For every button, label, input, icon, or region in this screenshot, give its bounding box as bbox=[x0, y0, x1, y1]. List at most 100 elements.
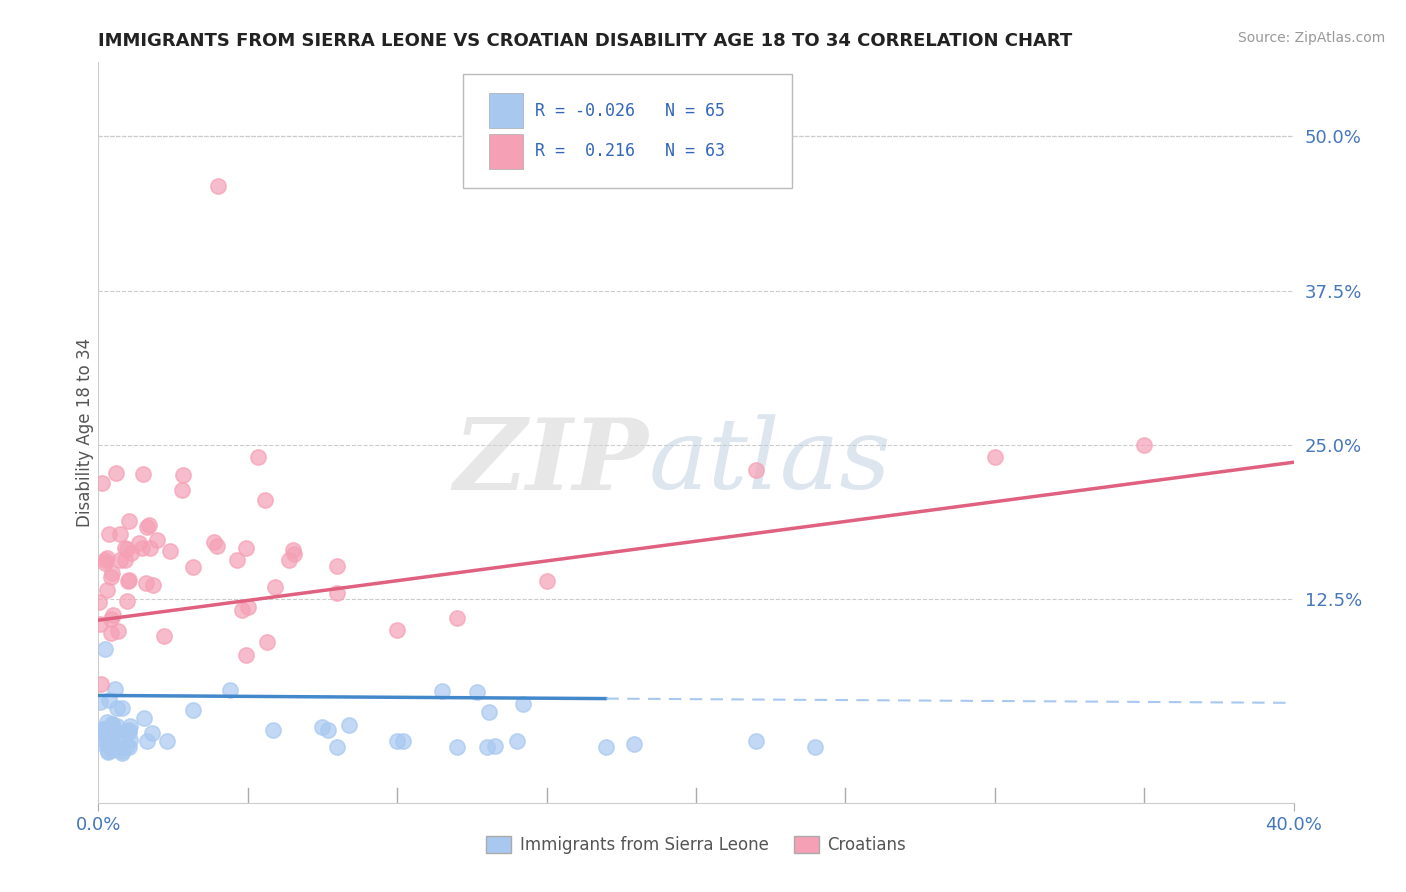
Point bbox=[134, 576, 156, 591]
Point bbox=[103, 607, 125, 622]
Point bbox=[536, 574, 558, 588]
Point bbox=[135, 734, 157, 748]
Point bbox=[110, 553, 132, 567]
Point bbox=[153, 629, 176, 643]
FancyBboxPatch shape bbox=[489, 93, 523, 128]
Point bbox=[115, 541, 138, 556]
Point bbox=[219, 683, 242, 698]
Point bbox=[105, 719, 128, 733]
Point bbox=[93, 641, 115, 656]
Point bbox=[117, 574, 139, 589]
Point bbox=[202, 535, 225, 549]
Point bbox=[231, 603, 253, 617]
Text: IMMIGRANTS FROM SIERRA LEONE VS CROATIAN DISABILITY AGE 18 TO 34 CORRELATION CHA: IMMIGRANTS FROM SIERRA LEONE VS CROATIAN… bbox=[98, 32, 1073, 50]
Point bbox=[120, 719, 142, 733]
Point bbox=[172, 467, 194, 482]
Point bbox=[100, 612, 122, 626]
Point bbox=[318, 723, 340, 737]
Text: Source: ZipAtlas.com: Source: ZipAtlas.com bbox=[1237, 31, 1385, 45]
Point bbox=[101, 742, 124, 756]
Text: atlas: atlas bbox=[648, 415, 891, 510]
Point bbox=[446, 740, 468, 755]
Point bbox=[115, 723, 138, 738]
Point bbox=[111, 701, 134, 715]
Point bbox=[506, 734, 529, 748]
Point bbox=[325, 559, 347, 574]
Point bbox=[475, 740, 498, 755]
Point bbox=[262, 723, 284, 737]
Point bbox=[128, 535, 150, 549]
Point bbox=[96, 737, 118, 751]
Point bbox=[100, 626, 122, 640]
Point bbox=[105, 701, 128, 715]
Point bbox=[281, 542, 304, 557]
Point bbox=[118, 739, 141, 754]
Point bbox=[100, 717, 122, 731]
Point bbox=[132, 711, 155, 725]
Point bbox=[207, 178, 229, 193]
Point bbox=[100, 570, 122, 584]
Point bbox=[101, 726, 124, 740]
Point bbox=[87, 595, 110, 609]
Point bbox=[142, 578, 165, 592]
Point bbox=[94, 557, 117, 571]
Point bbox=[107, 728, 129, 742]
Point bbox=[337, 718, 360, 732]
Point bbox=[595, 740, 617, 755]
Point bbox=[98, 736, 121, 750]
Point bbox=[90, 724, 112, 739]
Point bbox=[90, 735, 112, 749]
Point bbox=[96, 745, 118, 759]
Point bbox=[478, 706, 501, 720]
Point bbox=[392, 733, 415, 747]
Point bbox=[311, 720, 333, 734]
Point bbox=[108, 527, 131, 541]
Point bbox=[114, 553, 136, 567]
Point bbox=[110, 741, 132, 756]
Point bbox=[115, 594, 138, 608]
Point bbox=[207, 539, 229, 553]
Point bbox=[156, 734, 179, 748]
Point bbox=[107, 624, 129, 639]
FancyBboxPatch shape bbox=[489, 134, 523, 169]
Point bbox=[139, 541, 162, 555]
Point bbox=[446, 611, 468, 625]
Point bbox=[120, 546, 142, 560]
Y-axis label: Disability Age 18 to 34: Disability Age 18 to 34 bbox=[76, 338, 94, 527]
Point bbox=[326, 586, 349, 600]
Point bbox=[89, 695, 111, 709]
Point bbox=[104, 742, 127, 756]
Text: ZIP: ZIP bbox=[453, 414, 648, 510]
Point bbox=[804, 740, 827, 755]
Point bbox=[98, 527, 121, 541]
Point bbox=[90, 476, 112, 491]
Point bbox=[283, 547, 305, 561]
Point bbox=[984, 450, 1007, 465]
Point bbox=[111, 744, 134, 758]
Point bbox=[93, 722, 115, 736]
Point bbox=[101, 718, 124, 732]
Legend: Immigrants from Sierra Leone, Croatians: Immigrants from Sierra Leone, Croatians bbox=[479, 830, 912, 861]
Point bbox=[136, 520, 159, 534]
Point bbox=[512, 698, 534, 712]
Point bbox=[118, 515, 141, 529]
Point bbox=[100, 738, 122, 752]
Point bbox=[100, 729, 122, 743]
Point bbox=[131, 541, 153, 555]
Point bbox=[159, 544, 181, 558]
Point bbox=[89, 616, 111, 631]
Point bbox=[146, 533, 169, 548]
Point bbox=[96, 730, 118, 744]
Point bbox=[96, 714, 118, 729]
Text: R = -0.026   N = 65: R = -0.026 N = 65 bbox=[534, 102, 724, 120]
Point bbox=[623, 737, 645, 751]
Point bbox=[1133, 438, 1156, 452]
Point bbox=[484, 739, 506, 753]
Point bbox=[114, 541, 136, 556]
Point bbox=[118, 733, 141, 747]
Point bbox=[100, 717, 122, 731]
Point bbox=[98, 693, 121, 707]
Point bbox=[97, 738, 120, 752]
Point bbox=[93, 552, 115, 566]
Point bbox=[326, 740, 349, 755]
